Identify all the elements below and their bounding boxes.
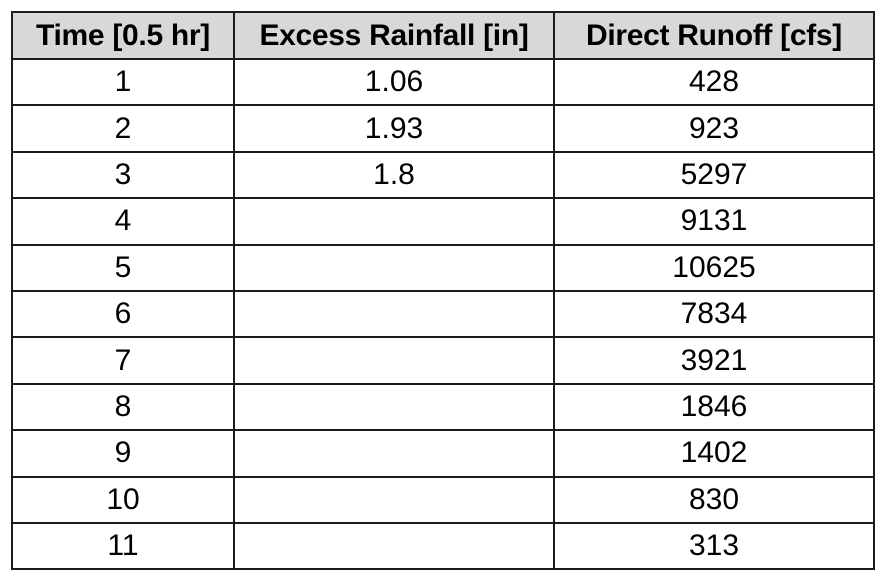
cell-direct-runoff: 5297 [553, 150, 875, 200]
cell-direct-runoff: 830 [553, 475, 875, 524]
cell-time: 6 [11, 289, 235, 339]
cell-time: 10 [11, 475, 235, 524]
cell-time: 8 [11, 382, 235, 432]
table-row: 6 7834 [11, 289, 875, 339]
cell-time: 4 [11, 197, 235, 246]
cell-excess-rainfall: 1.93 [233, 104, 555, 153]
cell-direct-runoff: 923 [553, 104, 875, 153]
cell-time: 5 [11, 243, 235, 292]
cell-direct-runoff: 10625 [553, 243, 875, 292]
table-row: 10 830 [11, 475, 875, 524]
rainfall-runoff-table: Time [0.5 hr] Excess Rainfall [in] Direc… [11, 11, 875, 571]
cell-direct-runoff: 3921 [553, 336, 875, 385]
column-header-time: Time [0.5 hr] [11, 11, 235, 60]
cell-direct-runoff: 313 [553, 521, 875, 571]
cell-direct-runoff: 1846 [553, 382, 875, 432]
cell-excess-rainfall [233, 521, 555, 571]
cell-excess-rainfall [233, 382, 555, 432]
table-row: 11 313 [11, 521, 875, 571]
column-header-direct-runoff: Direct Runoff [cfs] [553, 11, 875, 60]
header-row: Time [0.5 hr] Excess Rainfall [in] Direc… [11, 11, 875, 60]
cell-time: 9 [11, 429, 235, 478]
table-row: 9 1402 [11, 429, 875, 478]
cell-excess-rainfall: 1.8 [233, 150, 555, 200]
cell-excess-rainfall [233, 429, 555, 478]
table-row: 5 10625 [11, 243, 875, 292]
table-row: 3 1.8 5297 [11, 150, 875, 200]
cell-excess-rainfall [233, 197, 555, 246]
cell-time: 7 [11, 336, 235, 385]
cell-time: 3 [11, 150, 235, 200]
cell-direct-runoff: 1402 [553, 429, 875, 478]
data-table-container: Time [0.5 hr] Excess Rainfall [in] Direc… [11, 11, 875, 571]
cell-direct-runoff: 9131 [553, 197, 875, 246]
cell-time: 2 [11, 104, 235, 153]
cell-excess-rainfall: 1.06 [233, 57, 555, 107]
table-row: 4 9131 [11, 197, 875, 246]
cell-excess-rainfall [233, 336, 555, 385]
cell-excess-rainfall [233, 243, 555, 292]
table-row: 8 1846 [11, 382, 875, 432]
cell-excess-rainfall [233, 289, 555, 339]
cell-direct-runoff: 7834 [553, 289, 875, 339]
column-header-excess-rainfall: Excess Rainfall [in] [233, 11, 555, 60]
cell-excess-rainfall [233, 475, 555, 524]
table-body: 1 1.06 428 2 1.93 923 3 1.8 5297 4 9131 … [11, 57, 875, 571]
table-row: 7 3921 [11, 336, 875, 385]
cell-direct-runoff: 428 [553, 57, 875, 107]
cell-time: 11 [11, 521, 235, 571]
table-row: 1 1.06 428 [11, 57, 875, 107]
cell-time: 1 [11, 57, 235, 107]
table-row: 2 1.93 923 [11, 104, 875, 153]
